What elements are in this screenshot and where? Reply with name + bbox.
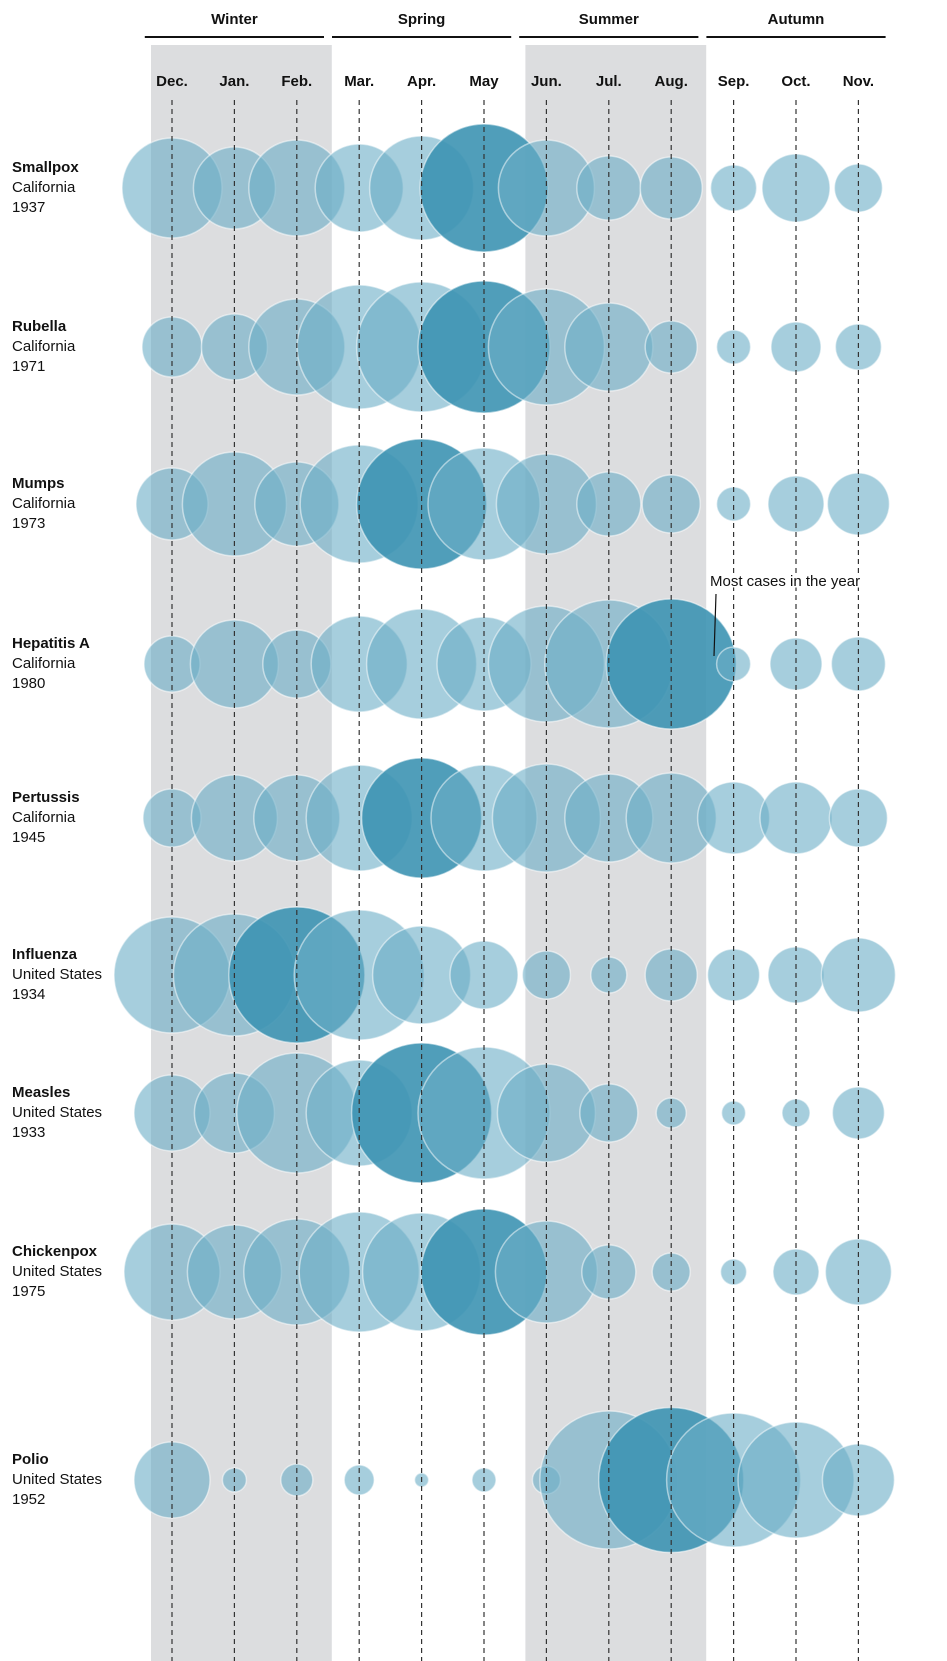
season-label: Autumn (768, 11, 825, 28)
month-label: Mar. (344, 73, 374, 90)
bubble (696, 781, 771, 855)
disease-name: Pertussis (12, 789, 80, 806)
annotation-pointer (713, 593, 717, 657)
month-label: May (469, 73, 499, 90)
disease-location: California (12, 809, 76, 826)
disease-year: 1973 (12, 515, 45, 532)
disease-year: 1952 (12, 1491, 45, 1508)
disease-year: 1934 (12, 986, 45, 1003)
disease-year: 1980 (12, 675, 45, 692)
disease-name: Measles (12, 1084, 70, 1101)
disease-name: Influenza (12, 946, 78, 963)
disease-location: California (12, 179, 76, 196)
disease-location: California (12, 655, 76, 672)
bubble (769, 637, 823, 691)
bubble (709, 164, 758, 212)
season-label: Spring (398, 11, 446, 28)
disease-location: United States (12, 1263, 102, 1280)
disease-year: 1937 (12, 199, 45, 216)
month-label: Jan. (219, 73, 249, 90)
disease-year: 1933 (12, 1124, 45, 1141)
disease-location: United States (12, 1471, 102, 1488)
month-label: Sep. (718, 73, 750, 90)
bubble (833, 163, 884, 213)
month-label: Aug. (655, 73, 688, 90)
disease-name: Chickenpox (12, 1243, 98, 1260)
disease-name: Hepatitis A (12, 635, 90, 652)
disease-name: Smallpox (12, 159, 79, 176)
month-label: Jul. (596, 73, 622, 90)
month-label: Feb. (281, 73, 312, 90)
disease-year: 1971 (12, 358, 45, 375)
disease-location: United States (12, 1104, 102, 1121)
disease-name: Polio (12, 1451, 49, 1468)
month-label: Nov. (843, 73, 874, 90)
season-label: Winter (211, 11, 258, 28)
bubble (759, 781, 833, 855)
disease-location: California (12, 338, 76, 355)
disease-name: Mumps (12, 475, 65, 492)
season-label: Summer (579, 11, 639, 28)
bubble (830, 636, 887, 692)
month-label: Dec. (156, 73, 188, 90)
disease-name: Rubella (12, 318, 67, 335)
month-label: Oct. (781, 73, 810, 90)
disease-year: 1945 (12, 829, 45, 846)
disease-year: 1975 (12, 1283, 45, 1300)
disease-location: California (12, 495, 76, 512)
month-label: Apr. (407, 73, 436, 90)
annotation: Most cases in the year (710, 573, 860, 590)
disease-location: United States (12, 966, 102, 983)
month-label: Jun. (531, 73, 562, 90)
